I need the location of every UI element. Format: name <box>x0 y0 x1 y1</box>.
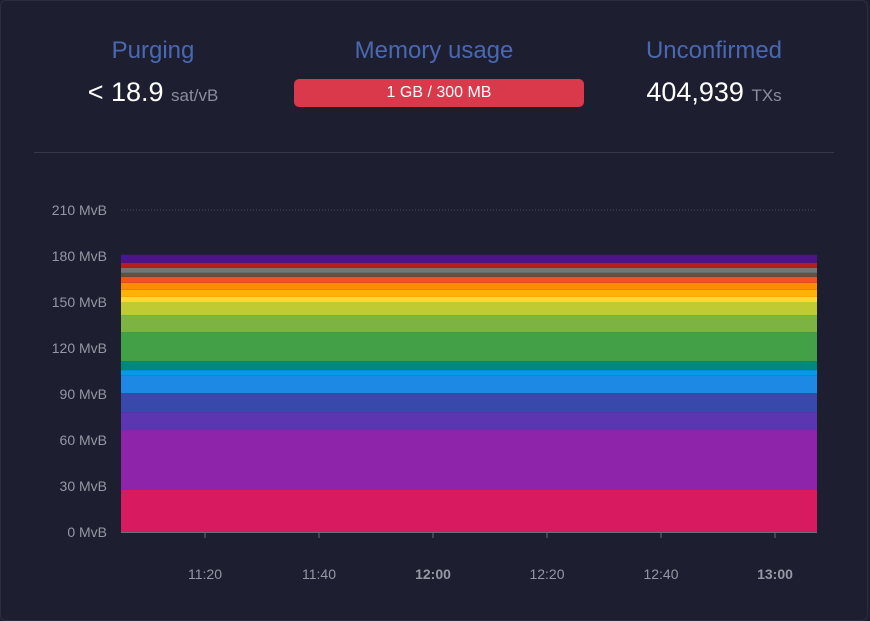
unconfirmed-unit: TXs <box>751 86 782 105</box>
x-tick-label: 12:00 <box>415 566 451 582</box>
unconfirmed-stat: Unconfirmed 404,939 TXs <box>574 37 854 108</box>
purging-stat: Purging < 18.9 sat/vB <box>13 37 293 108</box>
area-series-16 <box>121 262 817 268</box>
y-tick-label: 120 MvB <box>52 340 107 356</box>
area-series-6 <box>121 361 817 371</box>
area-series-5 <box>121 370 817 376</box>
x-tick-label: 11:20 <box>188 566 222 582</box>
purging-value: < 18.9 <box>87 77 164 107</box>
memory-usage-bar: 1 GB / 300 MB <box>294 79 584 107</box>
area-series-7 <box>121 332 817 362</box>
area-series-12 <box>121 282 817 290</box>
area-series-15 <box>121 267 817 273</box>
area-series-10 <box>121 296 817 302</box>
x-tick-label: 12:20 <box>529 566 564 582</box>
unconfirmed-value: 404,939 <box>646 77 744 107</box>
y-tick-label: 90 MvB <box>60 386 107 402</box>
area-series-4 <box>121 375 817 394</box>
area-series-0 <box>121 489 817 532</box>
unconfirmed-title: Unconfirmed <box>645 37 783 64</box>
x-tick-label: 11:40 <box>302 566 336 582</box>
memory-title: Memory usage <box>354 37 514 64</box>
area-series-8 <box>121 315 817 333</box>
y-tick-label: 150 MvB <box>52 294 107 310</box>
purging-unit: sat/vB <box>171 86 219 105</box>
area-series-14 <box>121 272 817 277</box>
area-series-17 <box>121 254 817 263</box>
area-series-1 <box>121 430 817 490</box>
x-tick-label: 12:40 <box>643 566 678 582</box>
y-tick-label: 0 MvB <box>67 524 107 540</box>
divider <box>34 152 834 153</box>
area-series-11 <box>121 289 817 297</box>
y-tick-label: 30 MvB <box>60 478 107 494</box>
y-tick-label: 60 MvB <box>60 432 107 448</box>
area-series-13 <box>121 276 817 283</box>
y-tick-label: 210 MvB <box>52 202 107 218</box>
purging-title: Purging <box>111 37 195 64</box>
area-series-3 <box>121 393 817 413</box>
x-tick-label: 13:00 <box>757 566 793 582</box>
area-series-2 <box>121 412 817 431</box>
y-tick-label: 180 MvB <box>52 248 107 264</box>
area-series-9 <box>121 302 817 316</box>
memory-stat: Memory usage 1 GB / 300 MB <box>294 37 584 107</box>
